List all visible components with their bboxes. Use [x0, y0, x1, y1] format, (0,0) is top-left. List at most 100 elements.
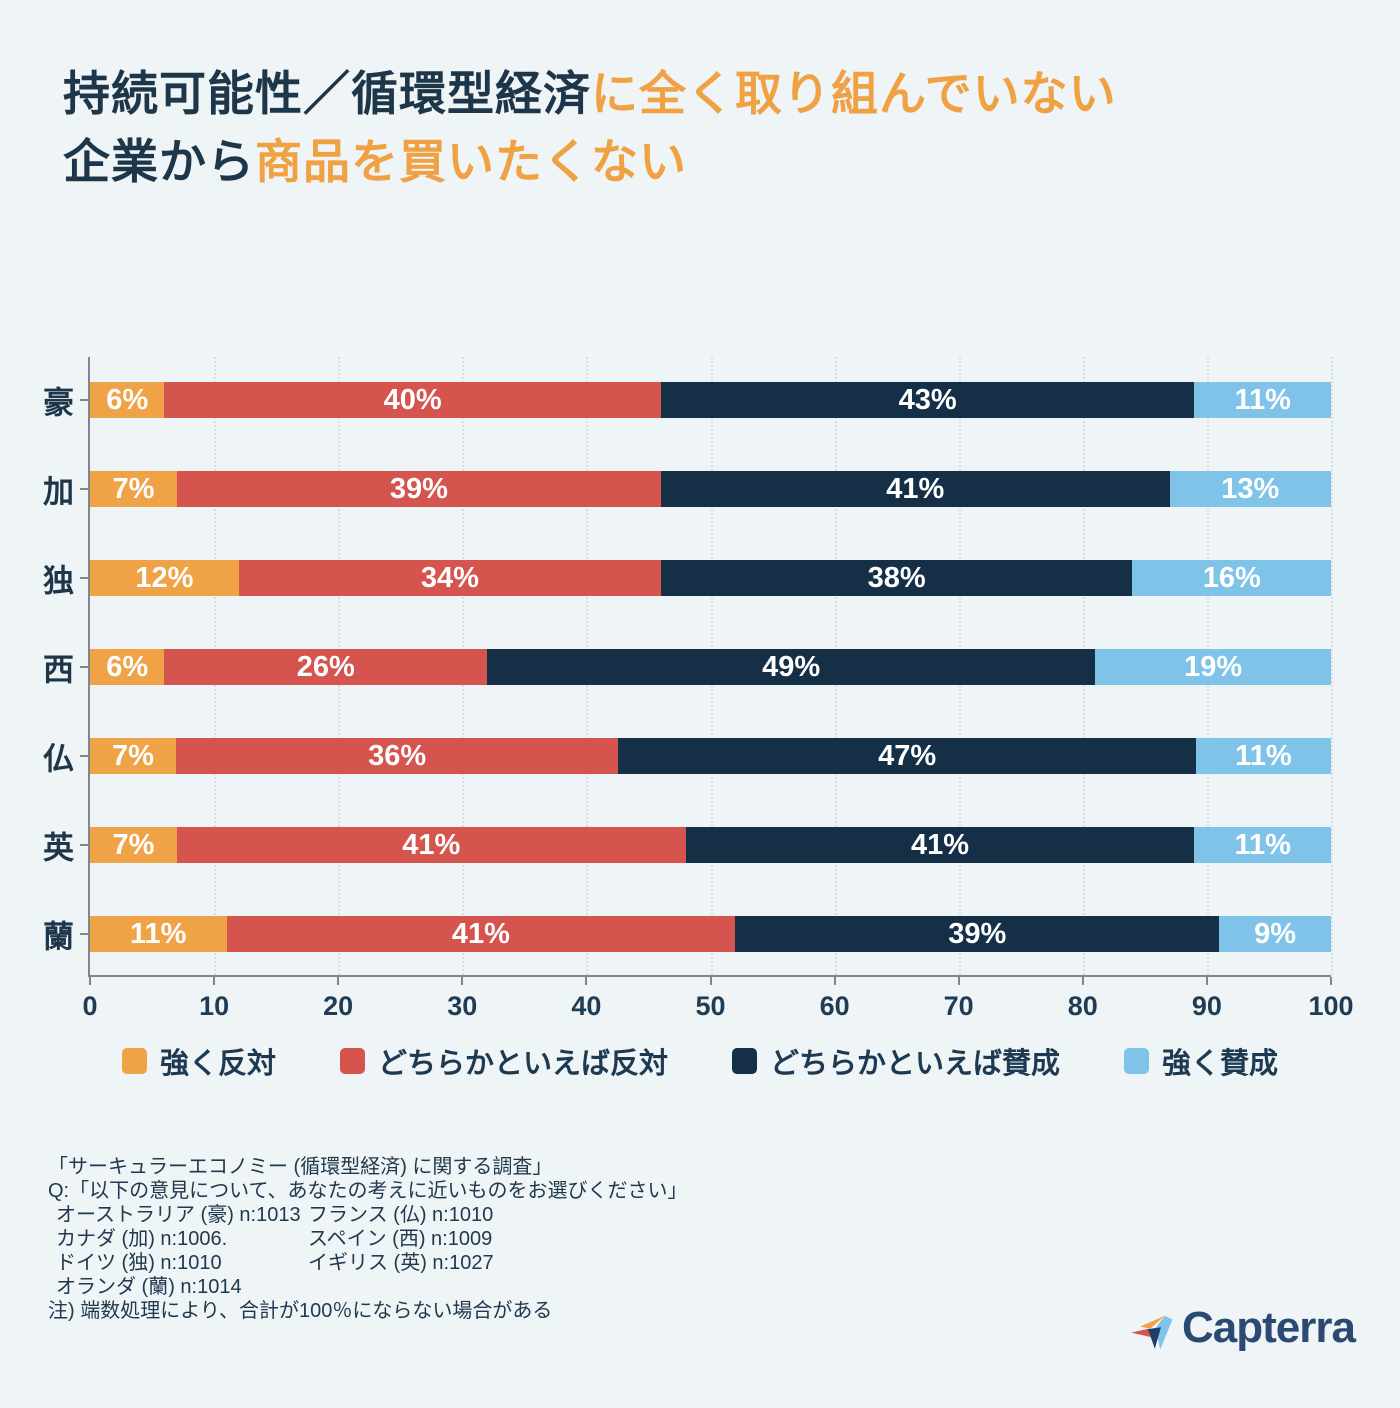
bar-row-加: 7% 39% 41% 13% — [90, 471, 1331, 507]
bar-segment: 7% — [90, 827, 177, 863]
bar-value-label: 9% — [1254, 917, 1297, 950]
legend-label: 強く反対 — [159, 1048, 276, 1080]
y-category-label-蘭: 蘭 — [43, 919, 74, 955]
bar-segment: 7% — [90, 471, 177, 507]
y-category-label-豪: 豪 — [43, 385, 74, 421]
x-tick-90 — [1205, 977, 1208, 985]
x-tick-label-80: 80 — [1067, 991, 1098, 1021]
bar-value-label: 13% — [1221, 472, 1280, 505]
bar-value-label: 40% — [383, 383, 442, 416]
capterra-logo-text: Capterra — [1182, 1303, 1356, 1352]
x-tick-70 — [957, 977, 960, 985]
x-tick-label-20: 20 — [323, 991, 354, 1021]
footnotes: 「サーキュラーエコノミー (循環型経済) に関する調査」 Q:「以下の意見につい… — [48, 1155, 948, 1323]
y-axis-labels: 豪加独西仏英蘭 — [0, 357, 78, 977]
bar-segment: 6% — [90, 649, 165, 685]
y-category-label-加: 加 — [43, 474, 74, 510]
bar-value-label: 34% — [420, 561, 479, 594]
bar-row-豪: 6% 40% 43% 11% — [90, 382, 1331, 418]
capterra-logo-icon — [1131, 1315, 1173, 1350]
bar-value-label: 49% — [762, 650, 821, 683]
legend-item: 強く賛成 — [1124, 1040, 1278, 1082]
x-tick-label-40: 40 — [571, 991, 602, 1021]
bar-value-label: 16% — [1202, 561, 1261, 594]
bar-segment: 11% — [1194, 827, 1331, 863]
legend-swatch-icon — [732, 1048, 757, 1074]
bar-value-label: 6% — [106, 650, 149, 683]
bar-segment: 26% — [164, 649, 488, 685]
footnote-question: Q:「以下の意見について、あなたの考えに近いものをお選びください」 — [48, 1180, 688, 1202]
bar-segment: 49% — [487, 649, 1096, 685]
bar-value-label: 11% — [1234, 383, 1291, 416]
legend-label: どちらかといえば賛成 — [770, 1048, 1061, 1080]
page-title: 持続可能性／循環型経済に全く取り組んでいない 企業から商品を買いたくない — [63, 60, 1353, 196]
footnote-sample-row: オーストラリア (豪) n:1013 フランス (仏) n:1010 — [56, 1204, 494, 1226]
capterra-logo: Capterra — [1128, 1303, 1356, 1353]
x-tick-label-60: 60 — [819, 991, 850, 1021]
bar-segment: 41% — [685, 827, 1195, 863]
bar-value-label: 38% — [867, 561, 926, 594]
bar-segment: 39% — [176, 471, 661, 507]
bar-value-label: 7% — [112, 828, 155, 861]
bar-value-label: 47% — [878, 739, 937, 772]
chart-legend: 強く反対 どちらかといえば反対 どちらかといえば賛成 強く賛成 — [0, 1040, 1400, 1082]
bar-segment: 9% — [1219, 916, 1331, 952]
x-tick-10 — [213, 977, 216, 985]
legend-item: どちらかといえば反対 — [339, 1040, 668, 1082]
y-category-label-英: 英 — [43, 830, 74, 866]
bar-segment: 19% — [1095, 649, 1331, 685]
bar-segment: 43% — [660, 382, 1195, 418]
legend-swatch-icon — [121, 1048, 147, 1074]
legend-item: どちらかといえば賛成 — [732, 1040, 1060, 1082]
bar-segment: 16% — [1132, 560, 1331, 596]
bar-segment: 38% — [660, 560, 1133, 596]
bar-segment: 11% — [1195, 738, 1331, 774]
title-segment-dark-2: 企業から — [63, 135, 255, 188]
bar-segment: 7% — [90, 738, 176, 774]
x-tick-30 — [461, 977, 464, 985]
x-tick-60 — [833, 977, 836, 985]
y-tick-西 — [80, 666, 88, 668]
bar-value-label: 41% — [911, 828, 970, 861]
footnote-note: 注) 端数処理により、合計が100％にならない場合がある — [48, 1300, 553, 1322]
y-tick-仏 — [80, 755, 88, 757]
bar-value-label: 11% — [1234, 828, 1291, 861]
bar-value-label: 43% — [898, 383, 957, 416]
footnote-source: 「サーキュラーエコノミー (循環型経済) に関する調査」 — [48, 1156, 553, 1178]
bar-value-label: 36% — [368, 739, 427, 772]
bar-segment: 41% — [660, 471, 1170, 507]
bar-value-label: 12% — [135, 561, 194, 594]
legend-item: 強く反対 — [121, 1040, 276, 1082]
x-tick-0 — [89, 977, 91, 985]
footnote-sample-row: カナダ (加) n:1006. スペイン (西) n:1009 — [56, 1228, 493, 1250]
legend-label: 強く賛成 — [1162, 1048, 1279, 1080]
x-tick-label-90: 90 — [1191, 991, 1222, 1021]
bar-segment: 11% — [1194, 382, 1331, 418]
bar-row-蘭: 11% 41% 39% 9% — [90, 916, 1331, 952]
bar-value-label: 11% — [1235, 739, 1292, 772]
bar-segment: 47% — [618, 738, 1196, 774]
bar-value-label: 7% — [112, 739, 154, 772]
bar-row-英: 7% 41% 41% 11% — [90, 827, 1331, 863]
y-category-label-独: 独 — [43, 563, 74, 599]
bar-value-label: 41% — [451, 917, 510, 950]
bar-value-label: 41% — [402, 828, 461, 861]
bar-segment: 36% — [176, 738, 619, 774]
x-tick-label-50: 50 — [695, 991, 726, 1021]
legend-label: どちらかといえば反対 — [377, 1048, 668, 1080]
x-tick-80 — [1081, 977, 1084, 985]
y-category-label-西: 西 — [43, 652, 74, 688]
title-segment-accent-1: に全く取り組んでいない — [591, 67, 1117, 120]
bar-segment: 12% — [90, 560, 239, 596]
x-tick-100 — [1330, 977, 1332, 985]
bar-row-西: 6% 26% 49% 19% — [90, 649, 1331, 685]
legend-swatch-icon — [339, 1048, 365, 1074]
bar-segment: 41% — [176, 827, 686, 863]
bar-value-label: 39% — [389, 472, 448, 505]
y-tick-英 — [80, 844, 88, 846]
x-tick-50 — [709, 977, 712, 985]
x-tick-label-70: 70 — [943, 991, 974, 1021]
bar-segment: 6% — [90, 382, 165, 418]
x-tick-label-0: 0 — [82, 991, 98, 1021]
x-tick-20 — [337, 977, 340, 985]
